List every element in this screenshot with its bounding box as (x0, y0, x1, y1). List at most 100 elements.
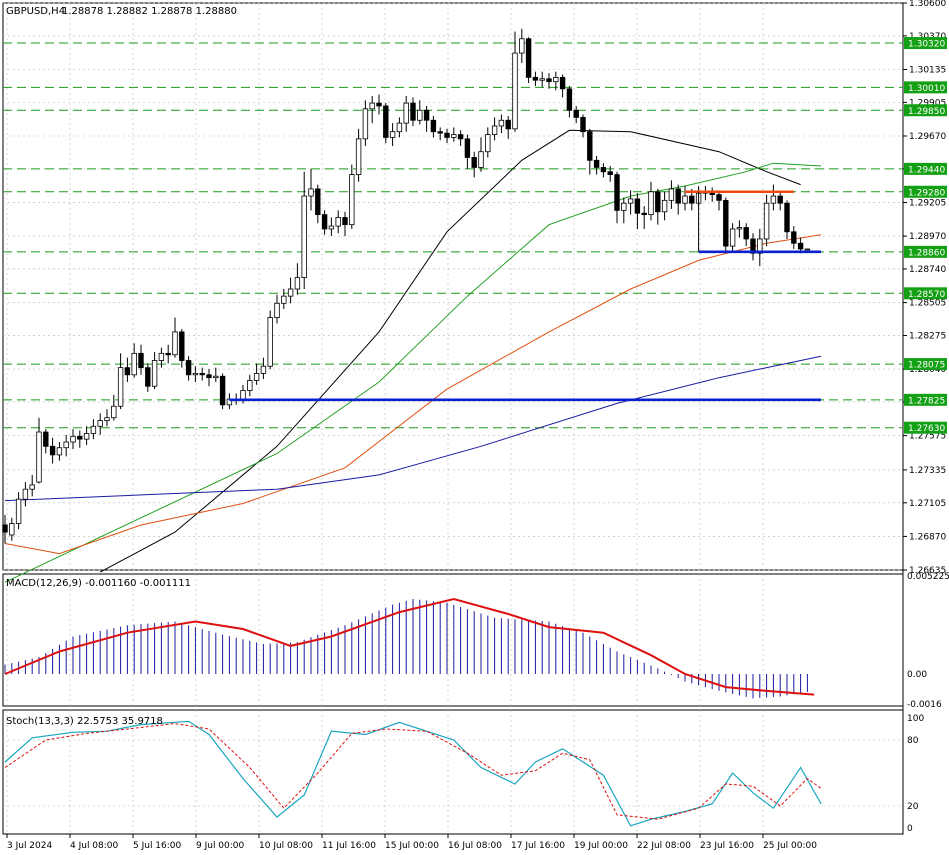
price-tick-label: 1.27335 (909, 466, 946, 476)
candle-body-up (56, 447, 63, 456)
candle (770, 184, 777, 211)
candle-body-up (362, 108, 369, 140)
candle-body-down (43, 431, 49, 447)
candle (539, 71, 545, 88)
candle-body-up (287, 288, 294, 297)
candle-body-up (804, 248, 811, 251)
candle (308, 168, 314, 211)
candle-body-up (117, 367, 124, 407)
candle-body-down (383, 105, 389, 138)
level-badge (904, 358, 947, 371)
stoch-signal-line (4, 722, 822, 820)
candle-body-down (206, 374, 212, 379)
candle-body-up (131, 352, 137, 376)
time-tick-label: 19 Jul 00:00 (574, 841, 628, 851)
candle-body-down (641, 212, 647, 216)
candle (573, 105, 579, 124)
candle (593, 156, 600, 175)
time-tick-label: 4 Jul 08:00 (70, 841, 119, 851)
moving-average-line (99, 129, 801, 573)
candle-body-down (573, 109, 579, 118)
level-badge (904, 37, 947, 50)
candle (627, 190, 634, 215)
candle (587, 128, 593, 175)
candle (444, 128, 450, 144)
candle-body-down (791, 231, 797, 244)
candle-body-up (294, 277, 301, 290)
candle-body-up (553, 76, 559, 83)
level-badge (904, 104, 947, 117)
candle (179, 329, 185, 368)
candle-body-down (797, 242, 804, 250)
candle-body-up (335, 217, 341, 227)
level-badge-label: 1.28075 (908, 361, 945, 371)
candle-body-down (525, 38, 532, 78)
candle-body-up (29, 484, 35, 490)
candle-body-down (532, 76, 539, 81)
candle-body-up (301, 195, 307, 278)
time-axis: 3 Jul 2024 4 Jul 08:00 5 Jul 16:00 9 Jul 00… (6, 834, 817, 851)
candle (580, 114, 586, 138)
candle-body-down (444, 132, 450, 138)
candle (763, 194, 770, 247)
candle-body-up (308, 188, 314, 197)
level-badge-label: 1.27825 (908, 396, 945, 406)
price-tick-label: 1.28040 (909, 365, 946, 375)
candle-body-down (471, 157, 477, 168)
candle (267, 310, 273, 370)
moving-average-line (4, 355, 822, 502)
candle-body-down (784, 202, 790, 233)
candle (43, 429, 49, 454)
candle-body-down (723, 199, 729, 247)
candle-body-down (138, 352, 144, 369)
candle-body-up (417, 109, 423, 121)
candle (77, 430, 83, 448)
candle (104, 409, 110, 427)
candle-body-down (437, 131, 443, 134)
candle (505, 115, 511, 139)
macd-pane-frame (2, 573, 904, 707)
candle (661, 191, 668, 221)
stoch-tick-label: 80 (907, 736, 919, 746)
candle (151, 351, 158, 390)
candle (349, 164, 355, 229)
time-tick-label: 22 Jul 08:00 (637, 841, 691, 851)
candle-body-down (566, 88, 573, 111)
candle-body-down (689, 195, 695, 204)
candle (729, 223, 736, 252)
candle-body-up (349, 174, 355, 226)
price-tick-label: 1.27105 (909, 499, 946, 509)
candle (389, 123, 396, 147)
candle-body-down (342, 217, 348, 226)
candle (532, 71, 539, 86)
candle-body-up (260, 365, 267, 374)
candle-body-up (9, 523, 15, 536)
candle-body-up (770, 195, 777, 204)
candle (362, 100, 369, 147)
candle (131, 343, 137, 378)
time-tick-label: 25 Jul 00:00 (763, 841, 817, 851)
candle (525, 37, 532, 84)
candle (219, 373, 226, 410)
candle (614, 171, 620, 224)
stoch-pane-frame (2, 709, 904, 835)
candle (668, 180, 675, 209)
candle-body-down (716, 194, 722, 201)
level-badge (904, 393, 947, 406)
stoch-tick-label: 0 (907, 824, 913, 834)
candle (117, 353, 124, 410)
candle-body-down (2, 524, 8, 533)
candle (498, 114, 505, 134)
candle (485, 127, 491, 158)
candle-body-up (512, 52, 518, 130)
candle-body-down (614, 174, 620, 211)
candle (641, 206, 647, 229)
candle (736, 220, 743, 238)
price-tick-label: 1.27575 (909, 432, 946, 442)
candle (206, 369, 212, 387)
candle (457, 130, 464, 147)
candle (519, 28, 525, 64)
time-tick-label: 11 Jul 16:00 (322, 841, 376, 851)
candle-body-down (750, 238, 756, 254)
candle-body-down (77, 435, 83, 440)
